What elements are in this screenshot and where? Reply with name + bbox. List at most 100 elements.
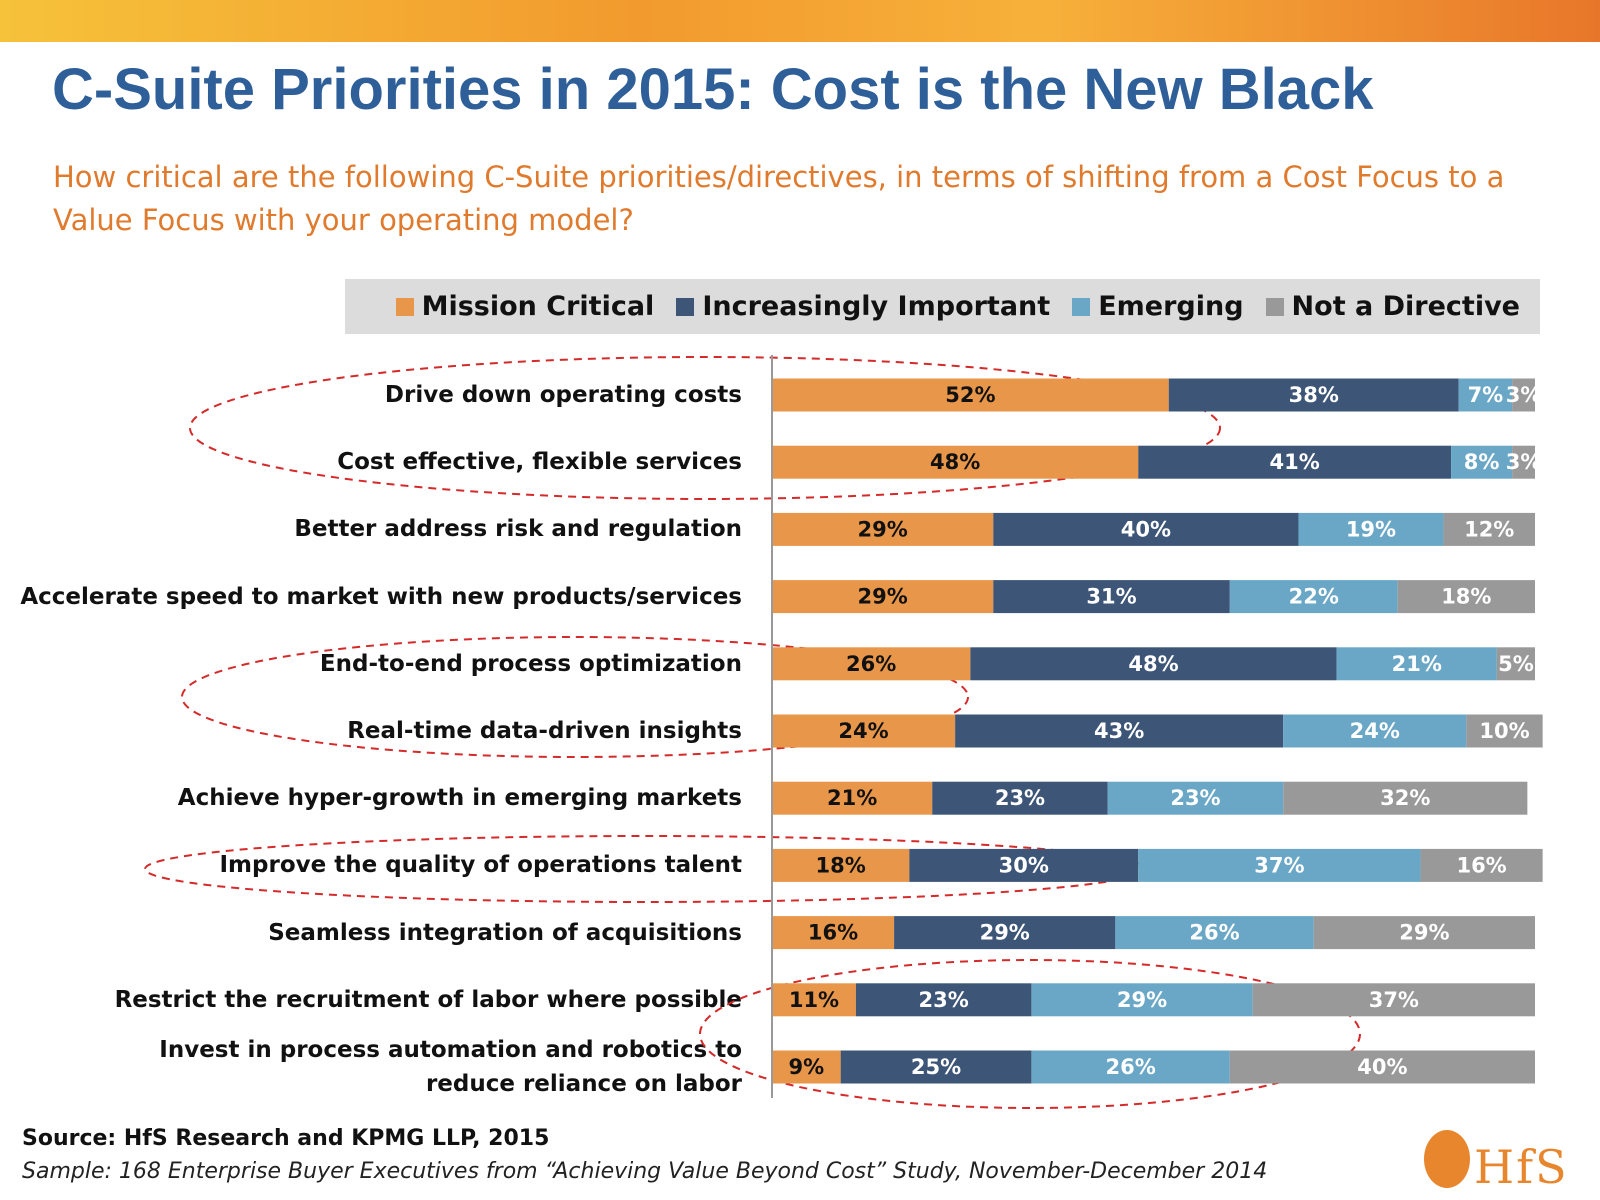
bar-segment bbox=[1229, 580, 1398, 614]
sample-note: Sample: 168 Enterprise Buyer Executives … bbox=[22, 1159, 1268, 1184]
bar-segment bbox=[1138, 848, 1421, 882]
data-label: 24% bbox=[838, 719, 888, 743]
data-label: 37% bbox=[1254, 853, 1304, 877]
bar-segment bbox=[1451, 445, 1513, 479]
bar-segment bbox=[1313, 916, 1535, 950]
data-label: 10% bbox=[1479, 719, 1529, 743]
category-label: Restrict the recruitment of labor where … bbox=[114, 986, 742, 1013]
bar-segment bbox=[932, 781, 1108, 815]
data-label: 21% bbox=[1392, 652, 1442, 676]
bar-segment bbox=[1107, 781, 1284, 815]
legend-swatch bbox=[1072, 297, 1091, 316]
bar-segment bbox=[1512, 445, 1535, 479]
bar-segment bbox=[1458, 378, 1513, 412]
bar-segment bbox=[1229, 1050, 1535, 1084]
category-label: Better address risk and regulation bbox=[294, 516, 742, 543]
data-label: 23% bbox=[995, 786, 1045, 810]
data-label: 8% bbox=[1464, 450, 1500, 474]
bar-segment bbox=[1031, 1050, 1230, 1084]
category-label: End-to-end process optimization bbox=[319, 650, 742, 677]
data-label: 12% bbox=[1464, 517, 1514, 541]
data-label: 26% bbox=[1105, 1055, 1155, 1079]
data-label: 16% bbox=[1456, 853, 1506, 877]
bar-segment bbox=[772, 445, 1139, 479]
data-label: 25% bbox=[911, 1055, 961, 1079]
bar-segment bbox=[772, 1050, 841, 1084]
bar-segment bbox=[1031, 983, 1253, 1017]
bar-segment bbox=[1336, 647, 1497, 681]
banner bbox=[0, 0, 1600, 42]
category-label: Improve the quality of operations talent bbox=[219, 852, 743, 879]
logo-icon bbox=[1424, 1130, 1470, 1188]
bar-segment bbox=[772, 781, 933, 815]
bar-segment bbox=[772, 378, 1169, 412]
bar-segment bbox=[1466, 714, 1543, 748]
bar-segment bbox=[772, 580, 994, 614]
bar-segment bbox=[1138, 445, 1452, 479]
legend-item: Emerging bbox=[1072, 291, 1244, 322]
chart-subtitle: How critical are the following C-Suite p… bbox=[53, 160, 1505, 237]
data-label: 48% bbox=[930, 450, 980, 474]
category-label: Cost effective, flexible services bbox=[337, 449, 742, 476]
bar-segment bbox=[1496, 647, 1535, 681]
source: Source: HfS Research and KPMG LLP, 2015 bbox=[22, 1126, 550, 1151]
data-label: 7% bbox=[1468, 383, 1504, 407]
bar-segment bbox=[1115, 916, 1314, 950]
data-label: 23% bbox=[919, 988, 969, 1012]
data-label: 32% bbox=[1380, 786, 1430, 810]
bar-segment bbox=[1283, 781, 1528, 815]
highlight-ellipse bbox=[699, 959, 1361, 1109]
bar-segment bbox=[993, 512, 1299, 546]
legend: Mission Critical Increasingly Important Em… bbox=[345, 279, 1540, 334]
data-label: 29% bbox=[1399, 921, 1449, 945]
bar-segment bbox=[772, 714, 956, 748]
bar-segment bbox=[970, 647, 1337, 681]
data-label: 48% bbox=[1128, 652, 1178, 676]
bar-segment bbox=[772, 647, 971, 681]
category-label: Real-time data-driven insights bbox=[347, 718, 742, 744]
bar-segment bbox=[772, 848, 910, 882]
data-label: 3% bbox=[1506, 383, 1542, 407]
data-label: 29% bbox=[858, 517, 908, 541]
legend-swatch bbox=[395, 297, 414, 316]
logo: HfS bbox=[1474, 1140, 1569, 1194]
category-label: Accelerate speed to market with new prod… bbox=[20, 583, 742, 610]
data-label: 18% bbox=[816, 853, 866, 877]
data-label: 21% bbox=[827, 786, 877, 810]
data-label: 11% bbox=[789, 988, 839, 1012]
legend-item: Mission Critical bbox=[395, 291, 655, 322]
legend-item: Not a Directive bbox=[1265, 291, 1520, 322]
data-label: 52% bbox=[945, 383, 995, 407]
data-label: 26% bbox=[1189, 921, 1239, 945]
data-label: 29% bbox=[980, 921, 1030, 945]
data-label: 22% bbox=[1289, 585, 1339, 609]
legend-label: Emerging bbox=[1098, 291, 1244, 322]
data-label: 37% bbox=[1369, 988, 1419, 1012]
data-label: 31% bbox=[1086, 585, 1136, 609]
bar-segment bbox=[1512, 378, 1535, 412]
bar-segment bbox=[1443, 512, 1535, 546]
data-label: 29% bbox=[858, 585, 908, 609]
chart-title: C-Suite Priorities in 2015: Cost is the … bbox=[52, 57, 1374, 122]
bar-segment bbox=[909, 848, 1139, 882]
bar-segment bbox=[855, 983, 1032, 1017]
bar-segment bbox=[1168, 378, 1459, 412]
bar-segment bbox=[772, 512, 994, 546]
data-label: 29% bbox=[1117, 988, 1167, 1012]
bar-segment bbox=[1298, 512, 1444, 546]
data-label: 5% bbox=[1498, 652, 1534, 676]
bar-segment bbox=[1397, 580, 1535, 614]
bar-segment bbox=[1252, 983, 1535, 1017]
data-label: 23% bbox=[1170, 786, 1220, 810]
legend-swatch bbox=[1265, 297, 1284, 316]
legend-label: Mission Critical bbox=[421, 291, 655, 322]
legend-label: Increasingly Important bbox=[702, 291, 1051, 322]
bar-segment bbox=[1283, 714, 1467, 748]
data-label: 16% bbox=[808, 921, 858, 945]
data-label: 41% bbox=[1270, 450, 1320, 474]
category-label: Achieve hyper-growth in emerging markets bbox=[177, 785, 742, 812]
data-label: 30% bbox=[999, 853, 1049, 877]
data-label: 40% bbox=[1357, 1055, 1407, 1079]
bar-segment bbox=[993, 580, 1230, 614]
bar-segment bbox=[772, 983, 856, 1017]
